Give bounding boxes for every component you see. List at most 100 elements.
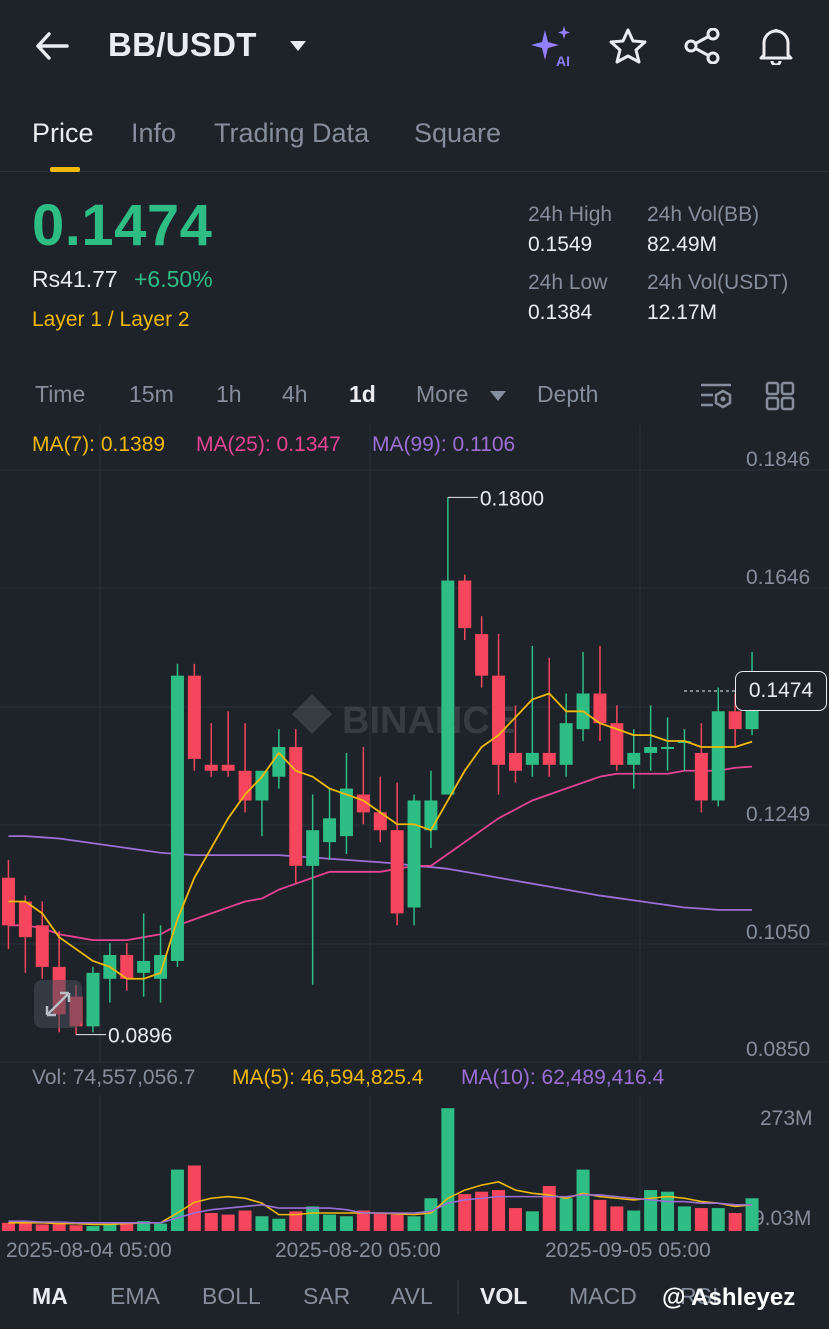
candle: [627, 729, 641, 789]
candle-body: [711, 711, 725, 801]
candle-body: [593, 693, 607, 724]
volume-bar: [373, 1212, 387, 1231]
price-axis-label: 0.0850: [746, 1038, 811, 1061]
timeframe-time[interactable]: Time: [35, 381, 86, 407]
volume-bar: [187, 1165, 201, 1231]
ma7-line: [8, 692, 753, 980]
candle-body: [187, 675, 201, 759]
candle: [661, 717, 675, 771]
candle: [559, 693, 573, 777]
pair-selector-button[interactable]: [274, 22, 322, 70]
volume-axis-min: 9.03M: [753, 1207, 812, 1230]
indicator-macd[interactable]: MACD: [569, 1283, 637, 1309]
candle-body: [424, 800, 438, 831]
candle: [441, 497, 455, 795]
volume-bar: [255, 1216, 269, 1231]
tab-trading-data[interactable]: Trading Data: [214, 118, 370, 148]
ma99-line: [8, 835, 753, 911]
share-button[interactable]: [678, 22, 726, 70]
high-annotation: 0.1800: [480, 487, 544, 510]
volume-bar: [694, 1208, 708, 1231]
candle: [187, 663, 201, 771]
tab-square[interactable]: Square: [414, 118, 502, 148]
candle: [525, 645, 539, 777]
timeframe-more[interactable]: More: [416, 381, 469, 407]
candle: [204, 723, 218, 777]
timeframe-15m[interactable]: 15m: [129, 381, 174, 407]
candle: [238, 723, 252, 813]
volume-bar: [508, 1208, 522, 1231]
indicator-vol[interactable]: VOL: [480, 1283, 528, 1309]
candle: [120, 943, 134, 991]
chart-settings-button[interactable]: [692, 372, 740, 420]
candle: [137, 913, 151, 997]
timeframe-depth[interactable]: Depth: [537, 381, 599, 407]
indicator-boll[interactable]: BOLL: [202, 1283, 261, 1309]
indicator-ema[interactable]: EMA: [110, 1283, 160, 1309]
candle: [18, 895, 32, 973]
volume-bar: [711, 1208, 725, 1231]
favorite-button[interactable]: [604, 22, 652, 70]
volume-chart[interactable]: [0, 1095, 829, 1235]
candle-body: [137, 960, 151, 973]
candle: [373, 776, 387, 843]
candlestick-chart[interactable]: BINANCE 0.1800 0.0896: [0, 425, 829, 1065]
candle-body: [204, 764, 218, 771]
volume-bar: [677, 1206, 691, 1231]
candle: [323, 788, 337, 860]
pair-title[interactable]: BB/USDT: [108, 26, 257, 63]
volume-bar: [52, 1223, 66, 1231]
volume-bar: [745, 1198, 759, 1231]
volume-bar: [644, 1190, 658, 1231]
candle-body: [627, 752, 641, 765]
category-tag[interactable]: Layer 1 / Layer 2: [32, 308, 190, 331]
back-button[interactable]: [28, 22, 76, 70]
fiat-price: Rs41.77: [32, 266, 118, 292]
last-price: 0.1474: [32, 193, 213, 258]
candle-body: [306, 830, 320, 866]
timeframe-4h[interactable]: 4h: [282, 381, 308, 407]
volume-bar: [86, 1226, 100, 1231]
vol-ma10-legend: MA(10): 62,489,416.4: [461, 1066, 665, 1089]
candle: [644, 705, 658, 771]
tab-price[interactable]: Price: [32, 118, 94, 148]
price-axis-label: 0.1249: [746, 803, 811, 826]
candle-body: [508, 752, 522, 771]
volume-bar: [424, 1198, 438, 1231]
indicator-ma[interactable]: MA: [32, 1283, 68, 1309]
candle: [424, 770, 438, 849]
candle: [458, 574, 472, 640]
layout-button[interactable]: [756, 372, 804, 420]
fullscreen-button[interactable]: [34, 980, 82, 1028]
volume-bar: [204, 1212, 218, 1231]
indicator-divider: [457, 1280, 459, 1314]
indicator-sar[interactable]: SAR: [303, 1283, 351, 1309]
timeframe-1h[interactable]: 1h: [216, 381, 242, 407]
candle-body: [610, 723, 624, 765]
indicator-rsi[interactable]: RSI: [680, 1283, 719, 1309]
price-change: +6.50%: [134, 266, 213, 292]
indicator-avl[interactable]: AVL: [391, 1283, 433, 1309]
candle: [154, 925, 168, 1003]
volume-bar: [492, 1190, 506, 1231]
volume-bar: [154, 1223, 168, 1231]
user-watermark: @ Ashleyez: [662, 1284, 796, 1311]
vol-ma5-legend: MA(5): 46,594,825.4: [232, 1066, 424, 1089]
tab-info[interactable]: Info: [131, 118, 177, 148]
alert-button[interactable]: [752, 22, 800, 70]
vol-base-label: 24h Vol(BB): [647, 203, 760, 226]
timeframe-1d[interactable]: 1d: [349, 381, 376, 407]
candle: [272, 729, 286, 789]
volume-bar: [407, 1216, 421, 1231]
candle-body: [728, 711, 742, 730]
candle-body: [339, 788, 353, 837]
candle-body: [644, 746, 658, 753]
volume-axis-max: 273M: [760, 1107, 813, 1130]
candle: [610, 705, 624, 771]
candle-body: [170, 675, 184, 961]
star-icon: [609, 28, 647, 64]
ai-sparkle-icon: AI: [531, 26, 570, 68]
ai-button[interactable]: AI: [530, 22, 578, 70]
chart-grid: [0, 425, 829, 1063]
candle: [576, 651, 590, 742]
